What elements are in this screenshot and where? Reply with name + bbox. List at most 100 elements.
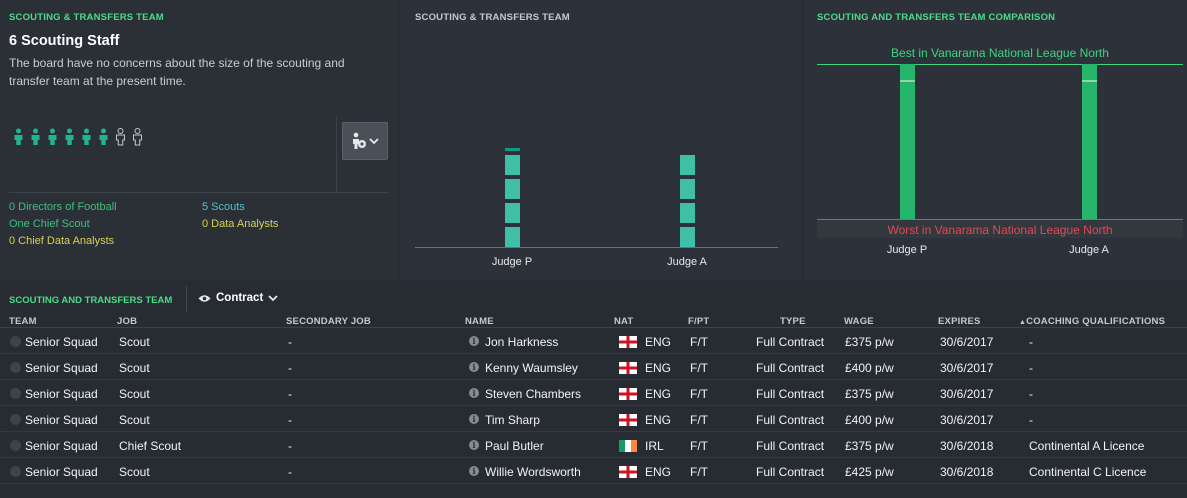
team-cell: Senior Squad <box>25 335 98 349</box>
team-cell: Senior Squad <box>25 361 98 375</box>
staff-filled-person-icon <box>14 128 23 145</box>
view-selector-label: Contract <box>216 292 264 304</box>
wage-cell: £400 p/w <box>845 361 894 375</box>
comparison-bar-label: Judge P <box>886 244 928 256</box>
nat-cell: ENG <box>645 413 672 427</box>
nat-cell: ENG <box>645 335 672 349</box>
bar-segment <box>680 226 695 247</box>
type-cell: Full Contract <box>756 413 825 427</box>
bar-segment <box>680 154 695 175</box>
bar-segment <box>505 148 520 151</box>
worst-band <box>817 220 1183 238</box>
secondary-job-cell: - <box>288 439 292 453</box>
column-job[interactable]: JOB <box>117 316 138 327</box>
wage-cell: £375 p/w <box>845 387 894 401</box>
column-coaching-qualifications[interactable]: ▲COACHING QUALIFICATIONS <box>1019 316 1165 327</box>
type-cell: Full Contract <box>756 439 825 453</box>
row-status-icon <box>10 336 21 347</box>
judging-bar-label: Judge A <box>667 256 707 268</box>
column-wage[interactable]: WAGE <box>844 316 874 327</box>
staff-panel-title: SCOUTING & TRANSFERS TEAM <box>9 12 164 23</box>
job-cell: Scout <box>119 465 150 479</box>
best-in-league-label: Best in Vanarama National League North <box>891 46 1109 60</box>
bar-segment <box>505 202 520 223</box>
divider <box>336 116 337 192</box>
info-icon[interactable]: i <box>469 440 479 450</box>
chief-data-analysts-count: 0 Chief Data Analysts <box>9 235 115 247</box>
secondary-job-cell: - <box>288 413 292 427</box>
staff-count-heading: 6 Scouting Staff <box>9 33 120 49</box>
divider <box>186 286 187 312</box>
wage-cell: £400 p/w <box>845 413 894 427</box>
table-row[interactable]: i Senior Squad Chief Scout - Paul Butler IRL F… <box>0 432 1187 458</box>
column-coaching-qualifications-label: COACHING QUALIFICATIONS <box>1026 316 1166 327</box>
staff-manage-button[interactable] <box>342 122 388 160</box>
worst-in-league-line <box>817 219 1183 220</box>
name-cell[interactable]: Jon Harkness <box>485 335 559 349</box>
judging-bar-label: Judge P <box>491 256 533 268</box>
staff-people-icons <box>12 128 144 146</box>
secondary-job-cell: - <box>288 361 292 375</box>
comparison-bar-label: Judge A <box>1069 244 1109 256</box>
directors-count: 0 Directors of Football <box>9 201 117 213</box>
wage-cell: £375 p/w <box>845 335 894 349</box>
chief-scout-count: One Chief Scout <box>9 218 90 230</box>
name-cell[interactable]: Steven Chambers <box>485 387 582 401</box>
column-nat[interactable]: NAT <box>614 316 634 327</box>
bar-segment <box>505 178 520 199</box>
nat-cell: ENG <box>645 465 672 479</box>
eye-icon <box>198 294 211 302</box>
fpt-cell: F/T <box>690 413 708 427</box>
coaching-qualifications-cell: Continental A Licence <box>1029 439 1145 453</box>
name-cell[interactable]: Tim Sharp <box>485 413 540 427</box>
table-row[interactable]: i Senior Squad Scout - Willie Wordsworth ENG F… <box>0 458 1187 484</box>
comparison-value-marker <box>900 79 915 82</box>
nat-cell: IRL <box>645 439 664 453</box>
column-team[interactable]: TEAM <box>9 316 37 327</box>
staff-table-header: SCOUTING AND TRANSFERS TEAM Contract <box>0 286 1187 312</box>
info-icon[interactable]: i <box>469 466 479 476</box>
info-icon[interactable]: i <box>469 414 479 424</box>
column-expires[interactable]: EXPIRES <box>938 316 981 327</box>
expires-cell: 30/6/2017 <box>940 361 994 375</box>
fpt-cell: F/T <box>690 361 708 375</box>
column-type[interactable]: TYPE <box>780 316 806 327</box>
bar-segment <box>505 154 520 175</box>
comparison-bar-1 <box>900 64 915 219</box>
secondary-job-cell: - <box>288 465 292 479</box>
column-secondary-job[interactable]: SECONDARY JOB <box>286 316 371 327</box>
secondary-job-cell: - <box>288 335 292 349</box>
job-cell: Chief Scout <box>119 439 182 453</box>
board-feedback-text: The board have no concerns about the siz… <box>9 56 345 88</box>
table-row[interactable]: i Senior Squad Scout - Steven Chambers ENG F/T… <box>0 380 1187 406</box>
chart-baseline <box>415 247 778 248</box>
coaching-qualifications-cell: Continental C Licence <box>1029 465 1147 479</box>
comparison-bar-2 <box>1082 64 1097 219</box>
name-cell[interactable]: Willie Wordsworth <box>485 465 581 479</box>
name-cell[interactable]: Kenny Waumsley <box>485 361 578 375</box>
wage-cell: £425 p/w <box>845 465 894 479</box>
bar-segment <box>680 202 695 223</box>
column-fpt[interactable]: F/PT <box>688 316 710 327</box>
job-cell: Scout <box>119 361 150 375</box>
coaching-qualifications-cell: - <box>1029 413 1033 427</box>
coaching-qualifications-cell: - <box>1029 387 1033 401</box>
info-icon[interactable]: i <box>469 362 479 372</box>
view-selector[interactable]: Contract <box>198 292 278 304</box>
header-divider <box>0 327 1187 328</box>
column-name[interactable]: NAME <box>465 316 494 327</box>
scouts-count: 5 Scouts <box>202 201 245 213</box>
data-analysts-count: 0 Data Analysts <box>202 218 279 230</box>
team-cell: Senior Squad <box>25 387 98 401</box>
england-flag-icon <box>619 414 637 426</box>
row-status-icon <box>10 440 21 451</box>
info-icon[interactable]: i <box>469 336 479 346</box>
judging-chart-title: SCOUTING & TRANSFERS TEAM <box>415 12 570 23</box>
table-row[interactable]: i Senior Squad Scout - Kenny Waumsley ENG F/T F… <box>0 354 1187 380</box>
table-row[interactable]: i Senior Squad Scout - Jon Harkness ENG F/T Ful… <box>0 328 1187 354</box>
table-row[interactable]: i Senior Squad Scout - Tim Sharp ENG F/T Full C… <box>0 406 1187 432</box>
info-icon[interactable]: i <box>469 388 479 398</box>
name-cell[interactable]: Paul Butler <box>485 439 544 453</box>
chevron-down-icon <box>369 138 379 145</box>
staff-table-title: SCOUTING AND TRANSFERS TEAM <box>9 295 173 306</box>
